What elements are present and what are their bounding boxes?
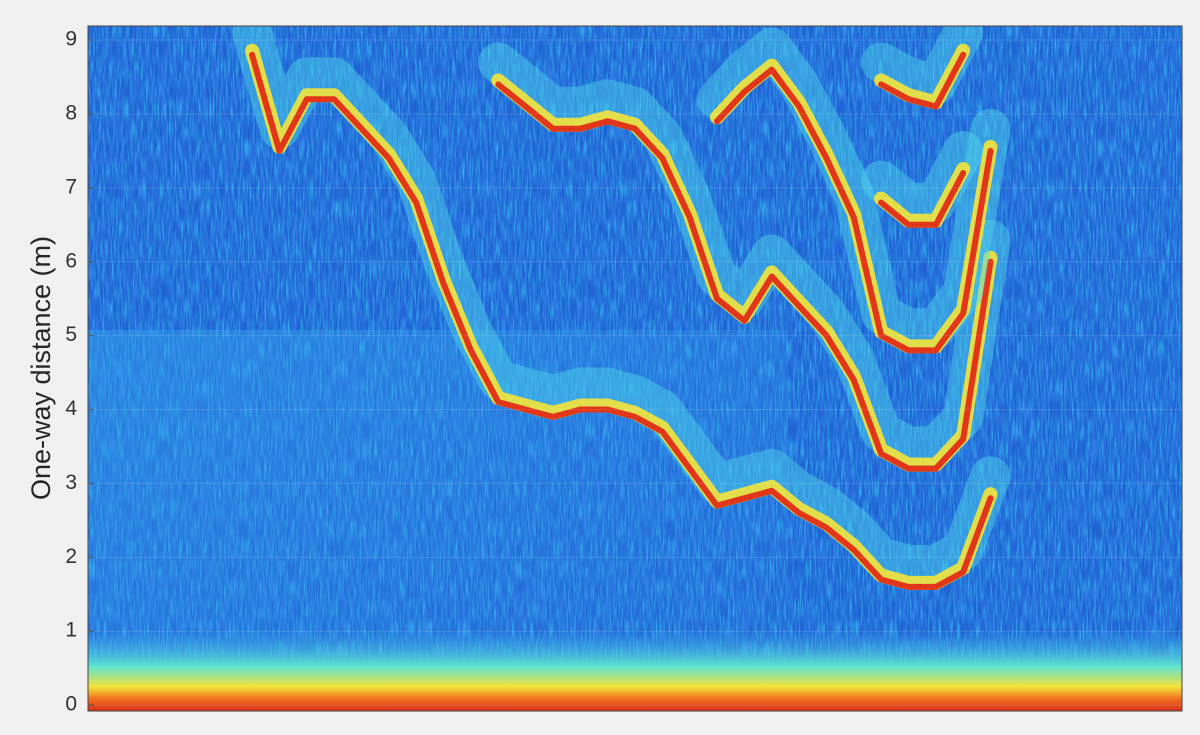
y-tick-label: 9 <box>65 28 77 51</box>
echo-trace <box>249 51 994 590</box>
y-tick-label: 7 <box>65 175 77 198</box>
y-tick-label: 5 <box>65 323 77 346</box>
echo-trace <box>714 66 994 354</box>
plot-area <box>88 26 1182 711</box>
y-tick-label: 4 <box>65 397 77 420</box>
y-tick-label: 6 <box>65 249 77 272</box>
surface-band <box>88 630 1182 711</box>
echo-glow <box>861 26 984 105</box>
echo-glow <box>861 131 984 223</box>
echo-trace <box>495 81 994 472</box>
echo-trace <box>878 51 967 110</box>
echo-traces <box>232 26 1011 590</box>
plot-frame <box>87 25 1183 712</box>
y-tick-label: 0 <box>65 693 77 716</box>
y-axis-label: One-way distance (m) <box>26 236 56 500</box>
y-tick-label: 2 <box>65 545 77 568</box>
echo-trace <box>878 170 967 228</box>
y-tick-label: 8 <box>65 101 77 124</box>
y-tick-label: 1 <box>65 619 77 642</box>
echo-glow <box>478 42 1011 467</box>
echo-glow <box>232 26 1011 585</box>
y-tick-label: 3 <box>65 471 77 494</box>
y-axis: 0 1 2 3 4 5 6 7 8 9 <box>65 28 1182 716</box>
echo-glow <box>697 27 1011 349</box>
